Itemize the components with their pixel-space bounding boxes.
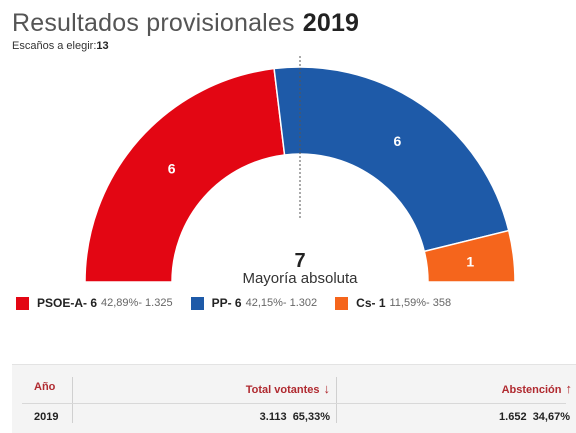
legend-detail-psoe: 42,89%- 1.325: [101, 297, 173, 309]
header-abstencion[interactable]: Abstención ↑: [462, 381, 572, 396]
row-total-votantes: 3.113 65,33%: [222, 411, 330, 423]
seat-count-label-pp: 6: [394, 133, 402, 149]
header-year-label: Año: [34, 381, 56, 393]
seat-segment-pp[interactable]: [273, 66, 510, 253]
row-votantes-pct: 65,33%: [292, 411, 330, 423]
header-abstencion-label: Abstención: [501, 384, 562, 396]
legend: PSOE-A- 6 42,89%- 1.325 PP- 6 42,15%- 1.…: [16, 296, 469, 310]
turnout-table: Año Total votantes ↓ Abstención ↑ 2019 3.1…: [12, 364, 576, 433]
header-total-votantes[interactable]: Total votantes ↓: [230, 381, 330, 396]
legend-item-psoe[interactable]: PSOE-A- 6 42,89%- 1.325: [16, 296, 173, 310]
hemicycle-chart: 6 6 1: [84, 56, 516, 283]
row-votantes-num: 3.113: [259, 411, 287, 423]
seats-label: Escaños a elegir:: [12, 40, 97, 52]
column-divider: [72, 377, 73, 423]
seats-count: 13: [96, 40, 109, 52]
header-total-votantes-label: Total votantes: [245, 384, 320, 396]
sort-down-icon[interactable]: ↓: [323, 381, 331, 396]
legend-party-cs: Cs- 1: [356, 296, 386, 310]
legend-detail-pp: 42,15%- 1.302: [245, 297, 318, 309]
title-text: Resultados provisionales: [12, 9, 295, 37]
row-year: 2019: [34, 411, 59, 423]
seats-subtitle: Escaños a elegir:13: [12, 40, 109, 52]
row-abstencion-num: 1.652: [499, 411, 527, 423]
seat-segment-cs[interactable]: [423, 229, 516, 283]
sort-up-icon[interactable]: ↑: [565, 381, 573, 396]
column-divider: [336, 377, 337, 423]
legend-detail-cs: 11,59%- 358: [389, 297, 452, 309]
legend-swatch-cs: [335, 296, 349, 310]
legend-party-pp: PP- 6: [211, 296, 242, 310]
header-year[interactable]: Año: [34, 381, 55, 393]
legend-swatch-psoe: [16, 296, 29, 310]
legend-item-cs[interactable]: Cs- 1 11,59%- 358: [335, 296, 451, 310]
seat-count-label-psoe: 6: [168, 160, 176, 176]
row-abstencion: 1.652 34,67%: [462, 411, 570, 423]
title-year: 2019: [302, 9, 360, 37]
seat-count-label-cs: 1: [466, 253, 474, 269]
majority-number: 7: [294, 250, 306, 272]
majority-label: Mayoría absoluta: [242, 270, 358, 287]
legend-swatch-pp: [190, 296, 204, 310]
page-title: Resultados provisionales 2019: [12, 9, 359, 38]
legend-party-psoe: PSOE-A- 6: [37, 296, 98, 310]
row-abstencion-pct: 34,67%: [532, 411, 570, 423]
legend-item-pp[interactable]: PP- 6 42,15%- 1.302: [190, 296, 318, 310]
seat-segment-psoe[interactable]: [84, 67, 286, 283]
row-divider: [22, 403, 566, 404]
